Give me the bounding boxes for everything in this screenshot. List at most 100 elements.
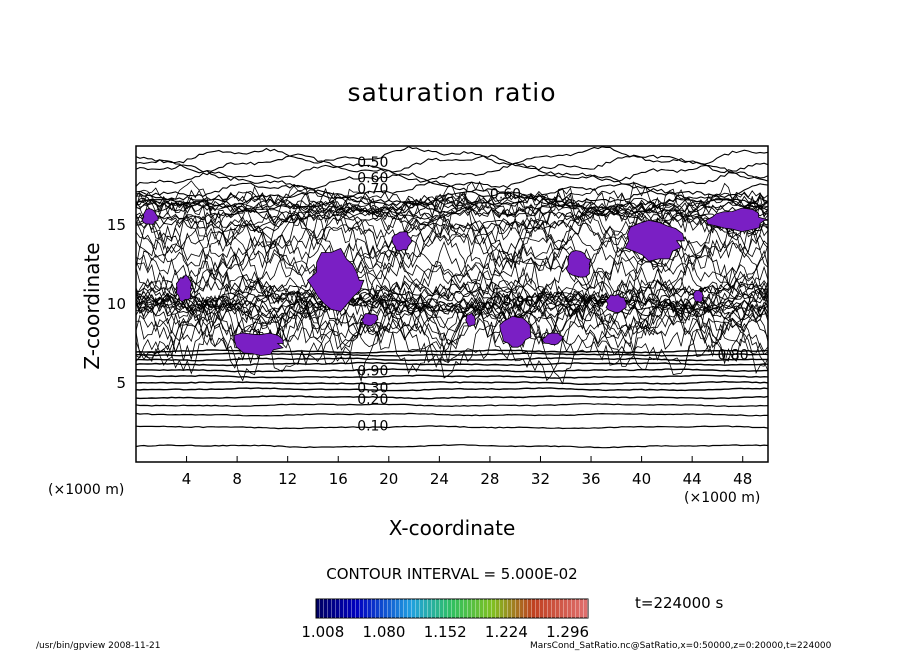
contour-line (136, 153, 768, 174)
x-tick-label: 4 (182, 470, 192, 488)
contour-line (136, 180, 768, 249)
contour-line (136, 395, 768, 400)
contour-line (136, 403, 768, 408)
contour-line (136, 308, 768, 385)
contour-line (136, 197, 768, 225)
contour-line (136, 349, 768, 354)
contour-line (136, 187, 768, 209)
y-ticks: 5 10 15 (107, 216, 142, 392)
supersaturated-region (391, 231, 414, 252)
contour-line (136, 287, 768, 317)
contour-line (136, 276, 768, 342)
supersaturated-region (141, 208, 159, 225)
contour-line (136, 217, 768, 271)
contour-line (136, 195, 768, 214)
supersaturated-region (692, 289, 705, 303)
x-tick-label: 12 (278, 470, 297, 488)
x-tick-label: 36 (581, 470, 600, 488)
supersaturated-region (565, 250, 592, 278)
colorbar-label: 1.224 (485, 623, 528, 641)
x-tick-label: 40 (632, 470, 651, 488)
contour-line (136, 380, 768, 386)
contour-line (136, 180, 768, 201)
contour-line (136, 264, 768, 323)
x-tick-label: 28 (480, 470, 499, 488)
supersaturated-region (233, 332, 284, 356)
contour-line (136, 288, 768, 319)
supersaturated-region (465, 312, 477, 327)
x-tick-label: 32 (531, 470, 550, 488)
contour-line (136, 276, 768, 320)
contour-lines (136, 146, 768, 449)
contour-line (136, 294, 768, 325)
contour-label: 0.80 (717, 348, 748, 364)
contour-label: 0.60 (357, 171, 388, 187)
contour-line (136, 255, 768, 308)
colorbar-label: 1.080 (363, 623, 406, 641)
contour-line (136, 281, 768, 312)
contour-line (136, 425, 768, 430)
contour-line (136, 299, 768, 351)
contour-line (136, 162, 768, 183)
x-tick-label: 16 (329, 470, 348, 488)
contour-line (136, 412, 768, 417)
footer-left: /usr/bin/gpview 2008-11-21 (36, 641, 161, 651)
colorbar-label: 1.152 (424, 623, 467, 641)
x-tick-label: 8 (232, 470, 242, 488)
supersaturated-region (705, 207, 768, 233)
supersaturated-region (499, 315, 532, 348)
footer-right: MarsCond_SatRatio.nc@SatRatio,x=0:50000,… (530, 641, 832, 651)
contour-line (136, 282, 768, 354)
y-tick-label: 5 (116, 374, 126, 392)
contour-line (136, 185, 768, 242)
y-tick-label: 10 (107, 295, 126, 313)
supersaturated-region (306, 247, 365, 312)
contour-line (136, 198, 768, 226)
y-axis-unit: (×1000 m) (48, 482, 125, 498)
contour-line (136, 207, 768, 235)
colorbar-label: 1.296 (546, 623, 589, 641)
contour-line (136, 361, 768, 367)
x-tick-label: 24 (430, 470, 449, 488)
colorbar-labels: 1.008 1.080 1.152 1.224 1.296 (301, 623, 589, 641)
contour-label: 0.90 (503, 294, 534, 310)
contour-line (136, 191, 768, 219)
supersaturated-region (542, 332, 565, 346)
contour-line (136, 198, 768, 226)
supersaturated-region (360, 313, 379, 327)
contour-line (136, 302, 768, 382)
contour-line (136, 387, 768, 392)
supersaturated-region (624, 219, 685, 262)
chart-title: saturation ratio (347, 78, 557, 107)
contour-line (136, 207, 768, 234)
contour-line (136, 171, 768, 190)
x-tick-label: 48 (733, 470, 752, 488)
contour-line (136, 374, 768, 379)
colorbar-stripes (316, 599, 588, 618)
contour-line (136, 206, 768, 278)
contour-label: 0.70 (357, 182, 388, 198)
contour-line (136, 279, 768, 311)
contour-interval: CONTOUR INTERVAL = 5.000E-02 (326, 565, 578, 583)
supersaturated-region (175, 274, 194, 303)
contour-line (136, 303, 768, 369)
contour-line (136, 214, 768, 279)
x-tick-label: 20 (379, 470, 398, 488)
contour-line (136, 444, 768, 449)
contour-line (136, 146, 768, 166)
contour-line (136, 240, 768, 313)
contour-label: 0.20 (357, 392, 388, 408)
colorbar-label: 1.008 (301, 623, 344, 641)
x-axis-label: X-coordinate (388, 516, 516, 540)
contour-label: 0.10 (357, 419, 388, 435)
supersaturated-region (605, 293, 628, 314)
contour-label: 0.60 (490, 186, 521, 202)
contour-label: 0.90 (357, 363, 388, 379)
supersaturated-regions (141, 207, 768, 356)
contour-line (136, 190, 768, 215)
x-tick-label: 44 (683, 470, 702, 488)
contour-line (136, 279, 768, 309)
contour-line (136, 285, 768, 317)
contour-line (136, 368, 768, 373)
